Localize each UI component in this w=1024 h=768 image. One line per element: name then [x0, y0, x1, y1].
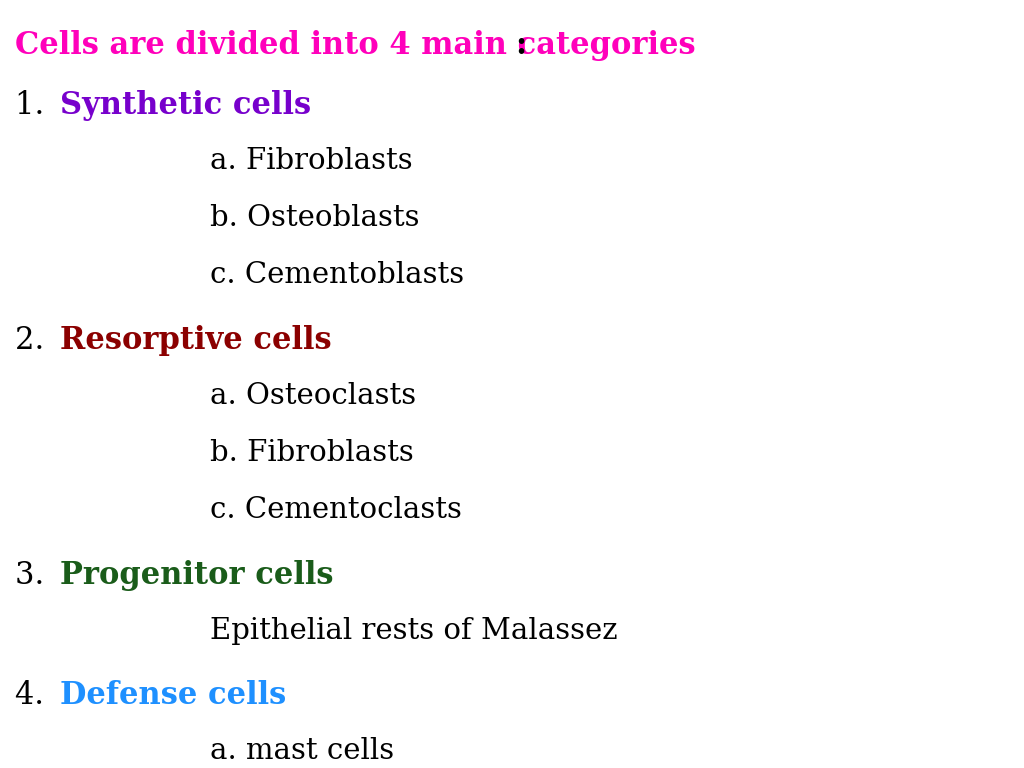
Text: b. Osteoblasts: b. Osteoblasts [210, 204, 420, 232]
Text: a. mast cells: a. mast cells [210, 737, 394, 766]
Text: a. Osteoclasts: a. Osteoclasts [210, 382, 416, 409]
Text: c. Cementoclasts: c. Cementoclasts [210, 495, 462, 524]
Text: Resorptive cells: Resorptive cells [60, 325, 332, 356]
Text: Synthetic cells: Synthetic cells [60, 90, 311, 121]
Text: b. Fibroblasts: b. Fibroblasts [210, 439, 414, 467]
Text: 1.: 1. [15, 90, 63, 121]
Text: Epithelial rests of Malassez: Epithelial rests of Malassez [210, 617, 617, 644]
Text: Progenitor cells: Progenitor cells [60, 560, 334, 591]
Text: 2.: 2. [15, 325, 63, 356]
Text: Cells are divided into 4 main categories: Cells are divided into 4 main categories [15, 30, 695, 61]
Text: :: : [515, 30, 526, 61]
Text: a. Fibroblasts: a. Fibroblasts [210, 147, 413, 175]
Text: 3.: 3. [15, 560, 63, 591]
Text: 4.: 4. [15, 680, 53, 711]
Text: Defense cells: Defense cells [60, 680, 287, 711]
Text: c. Cementoblasts: c. Cementoblasts [210, 261, 464, 289]
